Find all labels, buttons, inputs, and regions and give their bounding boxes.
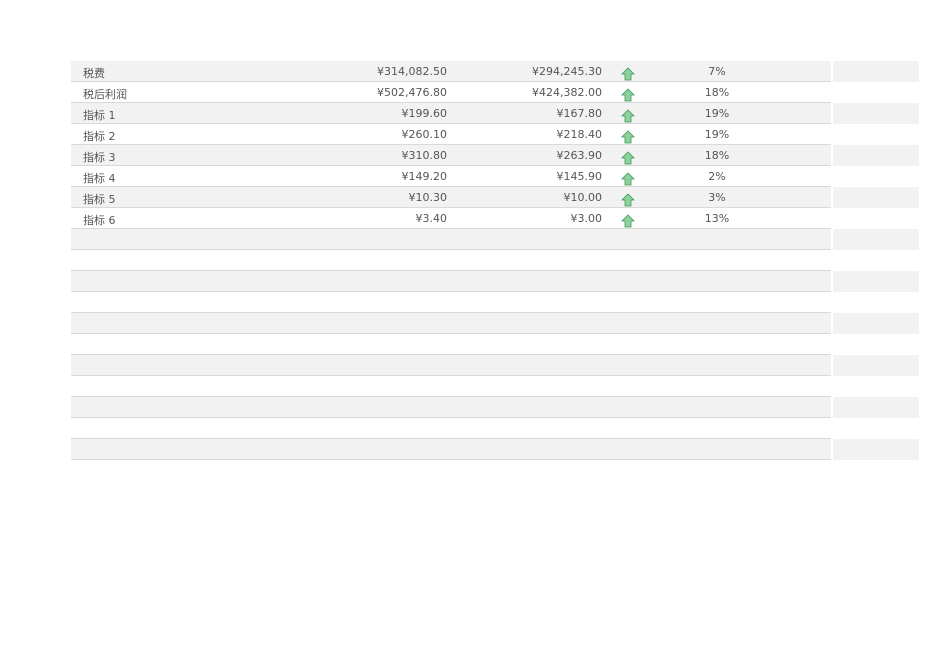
arrow-up-icon xyxy=(621,214,635,228)
previous-value: ¥218.40 xyxy=(556,128,603,141)
empty-row xyxy=(71,376,919,397)
change-percent: 19% xyxy=(704,107,730,120)
row-cells xyxy=(71,376,831,397)
row-cells xyxy=(71,271,831,292)
table-row: 税费 ¥314,082.50 ¥294,245.30 7% xyxy=(71,61,919,82)
row-cells: 指标 5 ¥10.30 ¥10.00 3% xyxy=(71,187,831,208)
empty-row xyxy=(71,250,919,271)
row-cells: 指标 2 ¥260.10 ¥218.40 19% xyxy=(71,124,831,145)
empty-row xyxy=(71,418,919,439)
row-label: 指标 1 xyxy=(83,109,116,122)
data-table: 税费 ¥314,082.50 ¥294,245.30 7% 税后利润 ¥502,476.8… xyxy=(71,61,919,460)
table-row: 指标 6 ¥3.40 ¥3.00 13% xyxy=(71,208,919,229)
table-row: 指标 3 ¥310.80 ¥263.90 18% xyxy=(71,145,919,166)
change-percent: 13% xyxy=(704,212,730,225)
row-label: 税后利润 xyxy=(83,88,127,101)
arrow-up-icon xyxy=(621,193,635,207)
empty-row xyxy=(71,439,919,460)
previous-value: ¥167.80 xyxy=(556,107,603,120)
row-cells xyxy=(71,355,831,376)
change-percent: 7% xyxy=(708,65,726,78)
row-cells xyxy=(71,334,831,355)
table-row: 指标 1 ¥199.60 ¥167.80 19% xyxy=(71,103,919,124)
previous-value: ¥263.90 xyxy=(556,149,603,162)
arrow-up-icon xyxy=(621,130,635,144)
row-cells xyxy=(71,439,831,460)
row-cells: 税后利润 ¥502,476.80 ¥424,382.00 18% xyxy=(71,82,831,103)
empty-row xyxy=(71,229,919,250)
table-row: 指标 5 ¥10.30 ¥10.00 3% xyxy=(71,187,919,208)
table-row: 指标 2 ¥260.10 ¥218.40 19% xyxy=(71,124,919,145)
row-cells xyxy=(71,397,831,418)
arrow-up-icon xyxy=(621,109,635,123)
current-value: ¥10.30 xyxy=(408,191,448,204)
row-cells: 指标 4 ¥149.20 ¥145.90 2% xyxy=(71,166,831,187)
row-cells: 指标 6 ¥3.40 ¥3.00 13% xyxy=(71,208,831,229)
row-label: 指标 4 xyxy=(83,172,116,185)
current-value: ¥310.80 xyxy=(401,149,448,162)
current-value: ¥199.60 xyxy=(401,107,448,120)
change-percent: 18% xyxy=(704,86,730,99)
change-percent: 2% xyxy=(708,170,726,183)
row-label: 税费 xyxy=(83,67,105,80)
change-percent: 3% xyxy=(708,191,726,204)
previous-value: ¥294,245.30 xyxy=(532,65,602,78)
row-cells: 指标 1 ¥199.60 ¥167.80 19% xyxy=(71,103,831,124)
row-label: 指标 3 xyxy=(83,151,116,164)
row-cells xyxy=(71,250,831,271)
change-percent: 19% xyxy=(704,128,730,141)
table-row: 指标 4 ¥149.20 ¥145.90 2% xyxy=(71,166,919,187)
current-value: ¥149.20 xyxy=(401,170,448,183)
arrow-up-icon xyxy=(621,151,635,165)
row-cells xyxy=(71,229,831,250)
empty-row xyxy=(71,313,919,334)
current-value: ¥260.10 xyxy=(401,128,448,141)
previous-value: ¥424,382.00 xyxy=(532,86,602,99)
empty-row xyxy=(71,271,919,292)
row-label: 指标 6 xyxy=(83,214,116,227)
arrow-up-icon xyxy=(621,88,635,102)
empty-row xyxy=(71,355,919,376)
previous-value: ¥145.90 xyxy=(556,170,603,183)
arrow-up-icon xyxy=(621,67,635,81)
row-cells xyxy=(71,292,831,313)
current-value: ¥3.40 xyxy=(415,212,448,225)
change-percent: 18% xyxy=(704,149,730,162)
previous-value: ¥3.00 xyxy=(570,212,603,225)
arrow-up-icon xyxy=(621,172,635,186)
empty-row xyxy=(71,397,919,418)
row-cells: 税费 ¥314,082.50 ¥294,245.30 7% xyxy=(71,61,831,82)
previous-value: ¥10.00 xyxy=(563,191,603,204)
empty-row xyxy=(71,334,919,355)
row-label: 指标 5 xyxy=(83,193,116,206)
current-value: ¥502,476.80 xyxy=(377,86,447,99)
row-cells xyxy=(71,418,831,439)
table-row: 税后利润 ¥502,476.80 ¥424,382.00 18% xyxy=(71,82,919,103)
row-cells: 指标 3 ¥310.80 ¥263.90 18% xyxy=(71,145,831,166)
row-label: 指标 2 xyxy=(83,130,116,143)
empty-row xyxy=(71,292,919,313)
row-cells xyxy=(71,313,831,334)
current-value: ¥314,082.50 xyxy=(377,65,447,78)
